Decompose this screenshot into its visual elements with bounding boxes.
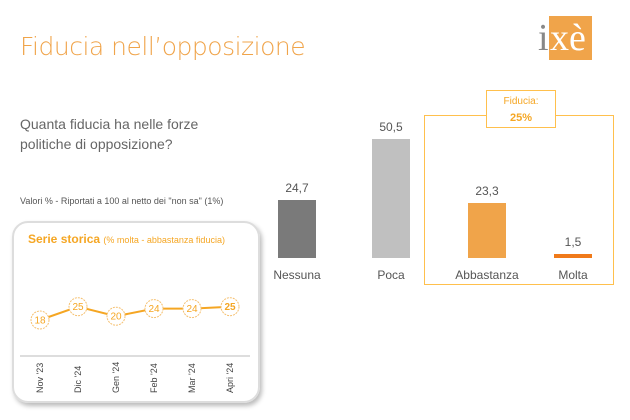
- svg-text:i: i: [538, 17, 549, 59]
- bar-value-label: 1,5: [564, 235, 582, 250]
- fiducia-group-box: [424, 115, 614, 285]
- point-label: 25: [224, 302, 236, 313]
- point-label: 24: [186, 304, 198, 315]
- fiducia-label: Fiducia:: [503, 96, 539, 107]
- data-point: [68, 297, 88, 317]
- question-text: Quanta fiducia ha nelle forze politiche …: [20, 116, 199, 152]
- point-label: 24: [148, 304, 160, 315]
- category-label: Nessuna: [273, 268, 321, 282]
- fiducia-badge: Fiducia: 25%: [486, 90, 556, 128]
- series-line: [39, 305, 231, 321]
- page-title: Fiducia nell’opposizione: [20, 32, 306, 61]
- data-point: [182, 299, 202, 319]
- fiducia-value: 25%: [509, 112, 533, 124]
- category-label: Molta: [558, 268, 588, 282]
- bar-value-label: 23,3: [475, 184, 499, 199]
- line-chart: 18 Nov '23 25 Dic '24 20 Gen '24 24 Feb '24 24 Ma…: [20, 297, 250, 393]
- category-label: Abbastanza: [455, 268, 519, 282]
- bar-molta: [554, 254, 592, 258]
- bar-value-label: 24,7: [285, 180, 309, 195]
- data-point: [144, 299, 164, 319]
- data-point: [220, 297, 240, 317]
- bar-poca: [372, 139, 410, 258]
- values-note: Valori % - Riportati a 100 al netto dei …: [20, 196, 224, 206]
- x-tick-label: Feb '24: [149, 363, 159, 393]
- data-point: [30, 310, 50, 330]
- point-label: 18: [34, 316, 46, 327]
- category-label: Poca: [377, 268, 405, 282]
- ixe-logo: i xè: [538, 16, 592, 60]
- series-panel: Serie storica (% molta - abbastanza fidu…: [12, 221, 260, 403]
- point-label: 25: [72, 302, 84, 313]
- svg-text:xè: xè: [550, 17, 586, 59]
- bar-abbastanza: [468, 203, 506, 258]
- point-label: 20: [110, 312, 122, 323]
- x-tick-label: Dic '24: [73, 366, 83, 393]
- bar-value-label: 50,5: [379, 120, 403, 135]
- x-tick-label: Gen '24: [111, 362, 121, 393]
- bar-nessuna: [278, 199, 316, 258]
- x-tick-label: Apri '24: [225, 363, 235, 393]
- series-subtitle: (% molta - abbastanza fiducia): [103, 235, 225, 245]
- series-title: Serie storica (% molta - abbastanza fidu…: [28, 232, 225, 246]
- x-tick-label: Mar '24: [187, 363, 197, 393]
- data-point: [106, 306, 126, 326]
- x-tick-label: Nov '23: [35, 363, 45, 393]
